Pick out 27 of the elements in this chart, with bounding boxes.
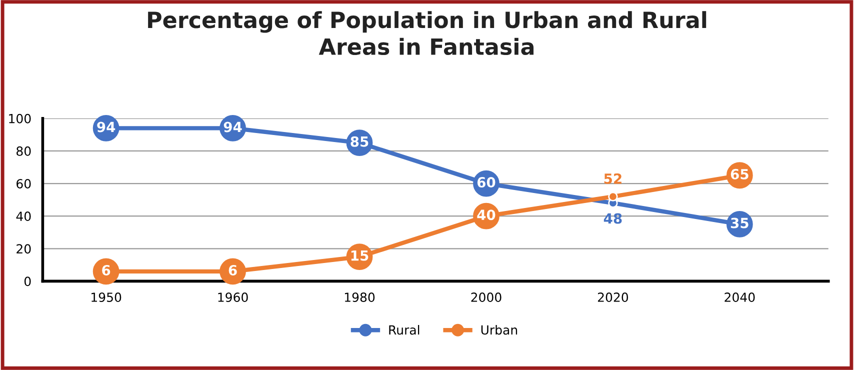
x-tick-label: 1960	[218, 292, 248, 302]
data-label: 35	[730, 218, 748, 228]
y-tick-label: 0	[24, 276, 31, 286]
legend-label: Rural	[389, 325, 420, 335]
x-tick-label: 2020	[598, 292, 628, 302]
data-label: 52	[604, 173, 622, 184]
y-tick-label: 80	[16, 146, 31, 156]
x-tick-label: 2000	[471, 292, 502, 302]
data-label: 48	[604, 213, 622, 224]
data-label: 85	[350, 136, 368, 147]
x-tick-label: 1950	[92, 292, 122, 302]
data-label: 15	[351, 250, 368, 261]
data-label: 40	[477, 210, 496, 220]
chart-title: Percentage of Population in Urban and Rural Areas in Fantasia	[148, 11, 706, 56]
data-label: 65	[730, 168, 748, 180]
x-tick-label: 2040	[724, 292, 755, 302]
y-tick-label: 20	[16, 244, 31, 254]
data-label: 6	[228, 264, 237, 276]
y-tick-label: 40	[16, 212, 31, 222]
y-tick-label: 100	[9, 114, 31, 124]
y-tick-label: 60	[16, 178, 31, 188]
legend-label: Urban	[481, 325, 518, 335]
data-label: 6	[102, 264, 110, 276]
data-label: 60	[477, 177, 496, 188]
data-label: 94	[224, 122, 242, 132]
data-label: 94	[97, 122, 116, 132]
x-tick-label: 1980	[344, 292, 375, 302]
